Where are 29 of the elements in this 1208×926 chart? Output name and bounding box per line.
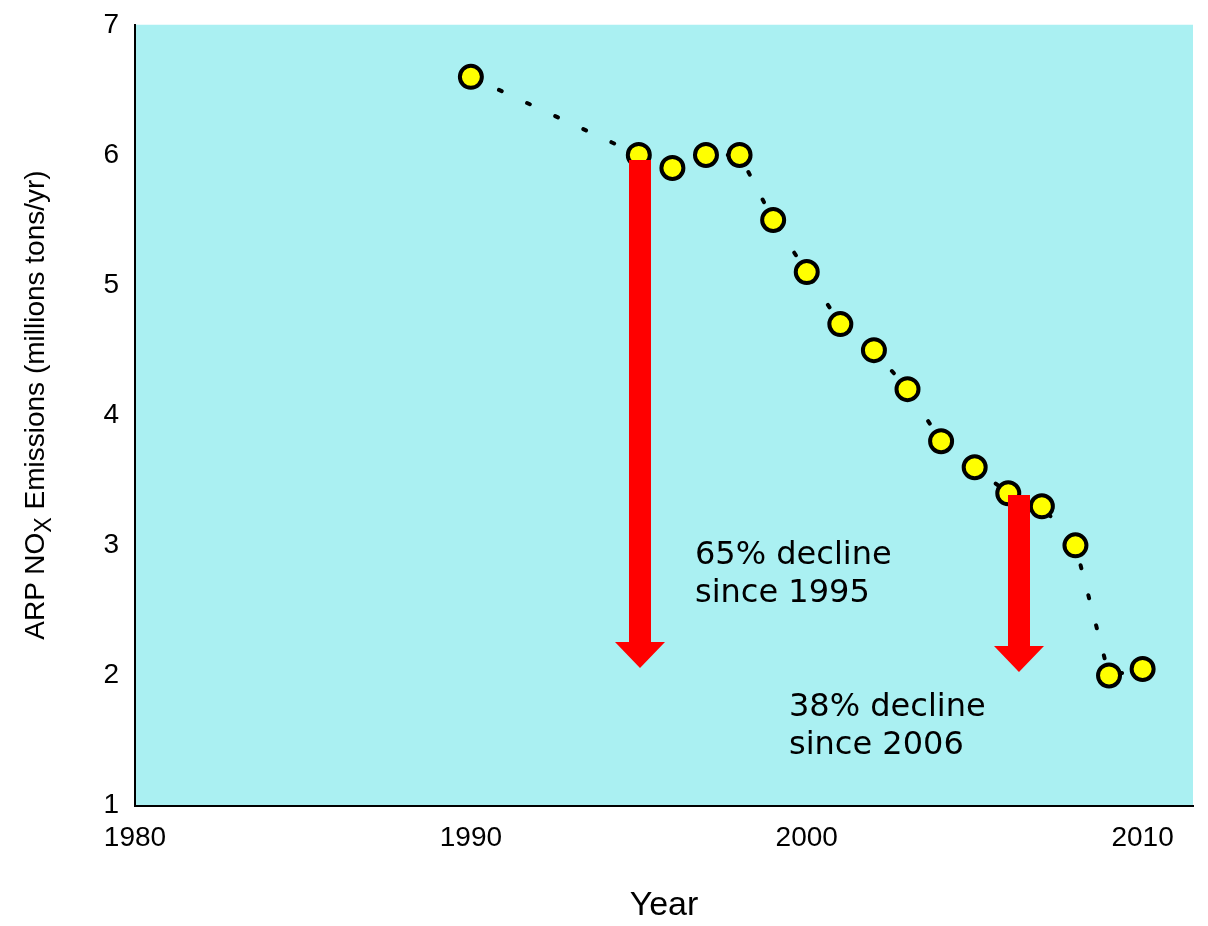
point [928, 428, 955, 455]
point [726, 141, 753, 168]
point [1062, 532, 1089, 559]
point [894, 376, 921, 403]
x-tick-label: 2010 [1111, 821, 1174, 853]
x-tick-label: 1980 [103, 821, 167, 853]
point [659, 154, 686, 181]
point [457, 63, 484, 90]
point [760, 207, 787, 233]
x-axis-title: Year [629, 883, 699, 922]
y-tick-label: 7 [103, 7, 119, 39]
point [692, 141, 719, 168]
point [1028, 493, 1055, 520]
y-tick-label: 2 [103, 658, 119, 690]
point [827, 311, 854, 338]
point [793, 259, 820, 286]
annotation: 38% decline since 2006 [789, 686, 986, 763]
x-tick-label: 2000 [775, 821, 838, 853]
y-tick-label: 6 [103, 137, 119, 169]
annotation: 65% decline since 1995 [695, 534, 892, 611]
x-tick-label: 1990 [439, 821, 503, 853]
y-tick-label: 5 [103, 267, 119, 299]
point [1096, 662, 1123, 689]
point [860, 337, 887, 364]
y-tick-label: 4 [103, 397, 119, 429]
point [1129, 655, 1156, 682]
point [961, 454, 988, 481]
y-tick-label: 3 [103, 528, 119, 560]
y-tick-label: 1 [103, 788, 119, 820]
